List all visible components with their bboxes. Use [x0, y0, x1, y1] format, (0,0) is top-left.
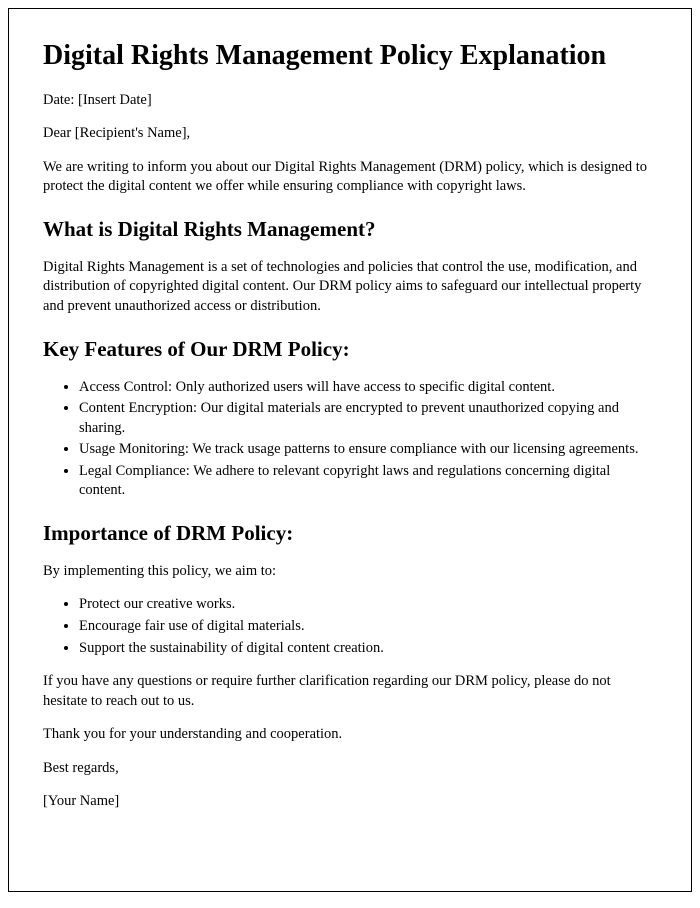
section-heading-what-is-drm: What is Digital Rights Management? — [43, 217, 657, 242]
salutation: Dear [Recipient's Name], — [43, 124, 657, 144]
list-item: Content Encryption: Our digital material… — [79, 399, 657, 438]
list-item: Usage Monitoring: We track usage pattern… — [79, 440, 657, 460]
list-item: Support the sustainability of digital co… — [79, 639, 657, 659]
page-title: Digital Rights Management Policy Explana… — [43, 39, 657, 73]
list-item: Encourage fair use of digital materials. — [79, 617, 657, 637]
date-line: Date: [Insert Date] — [43, 91, 657, 111]
intro-paragraph: We are writing to inform you about our D… — [43, 158, 657, 197]
section-heading-key-features: Key Features of Our DRM Policy: — [43, 337, 657, 362]
document-page: Digital Rights Management Policy Explana… — [8, 8, 692, 892]
list-item: Access Control: Only authorized users wi… — [79, 378, 657, 398]
list-item: Protect our creative works. — [79, 595, 657, 615]
closing-questions: If you have any questions or require fur… — [43, 672, 657, 711]
importance-lead: By implementing this policy, we aim to: — [43, 562, 657, 582]
list-item: Legal Compliance: We adhere to relevant … — [79, 462, 657, 501]
key-features-list: Access Control: Only authorized users wi… — [79, 378, 657, 501]
section-body-what-is-drm: Digital Rights Management is a set of te… — [43, 258, 657, 317]
signoff: Best regards, — [43, 759, 657, 779]
importance-list: Protect our creative works. Encourage fa… — [79, 595, 657, 658]
closing-thanks: Thank you for your understanding and coo… — [43, 725, 657, 745]
section-heading-importance: Importance of DRM Policy: — [43, 521, 657, 546]
signature-name: [Your Name] — [43, 792, 657, 812]
